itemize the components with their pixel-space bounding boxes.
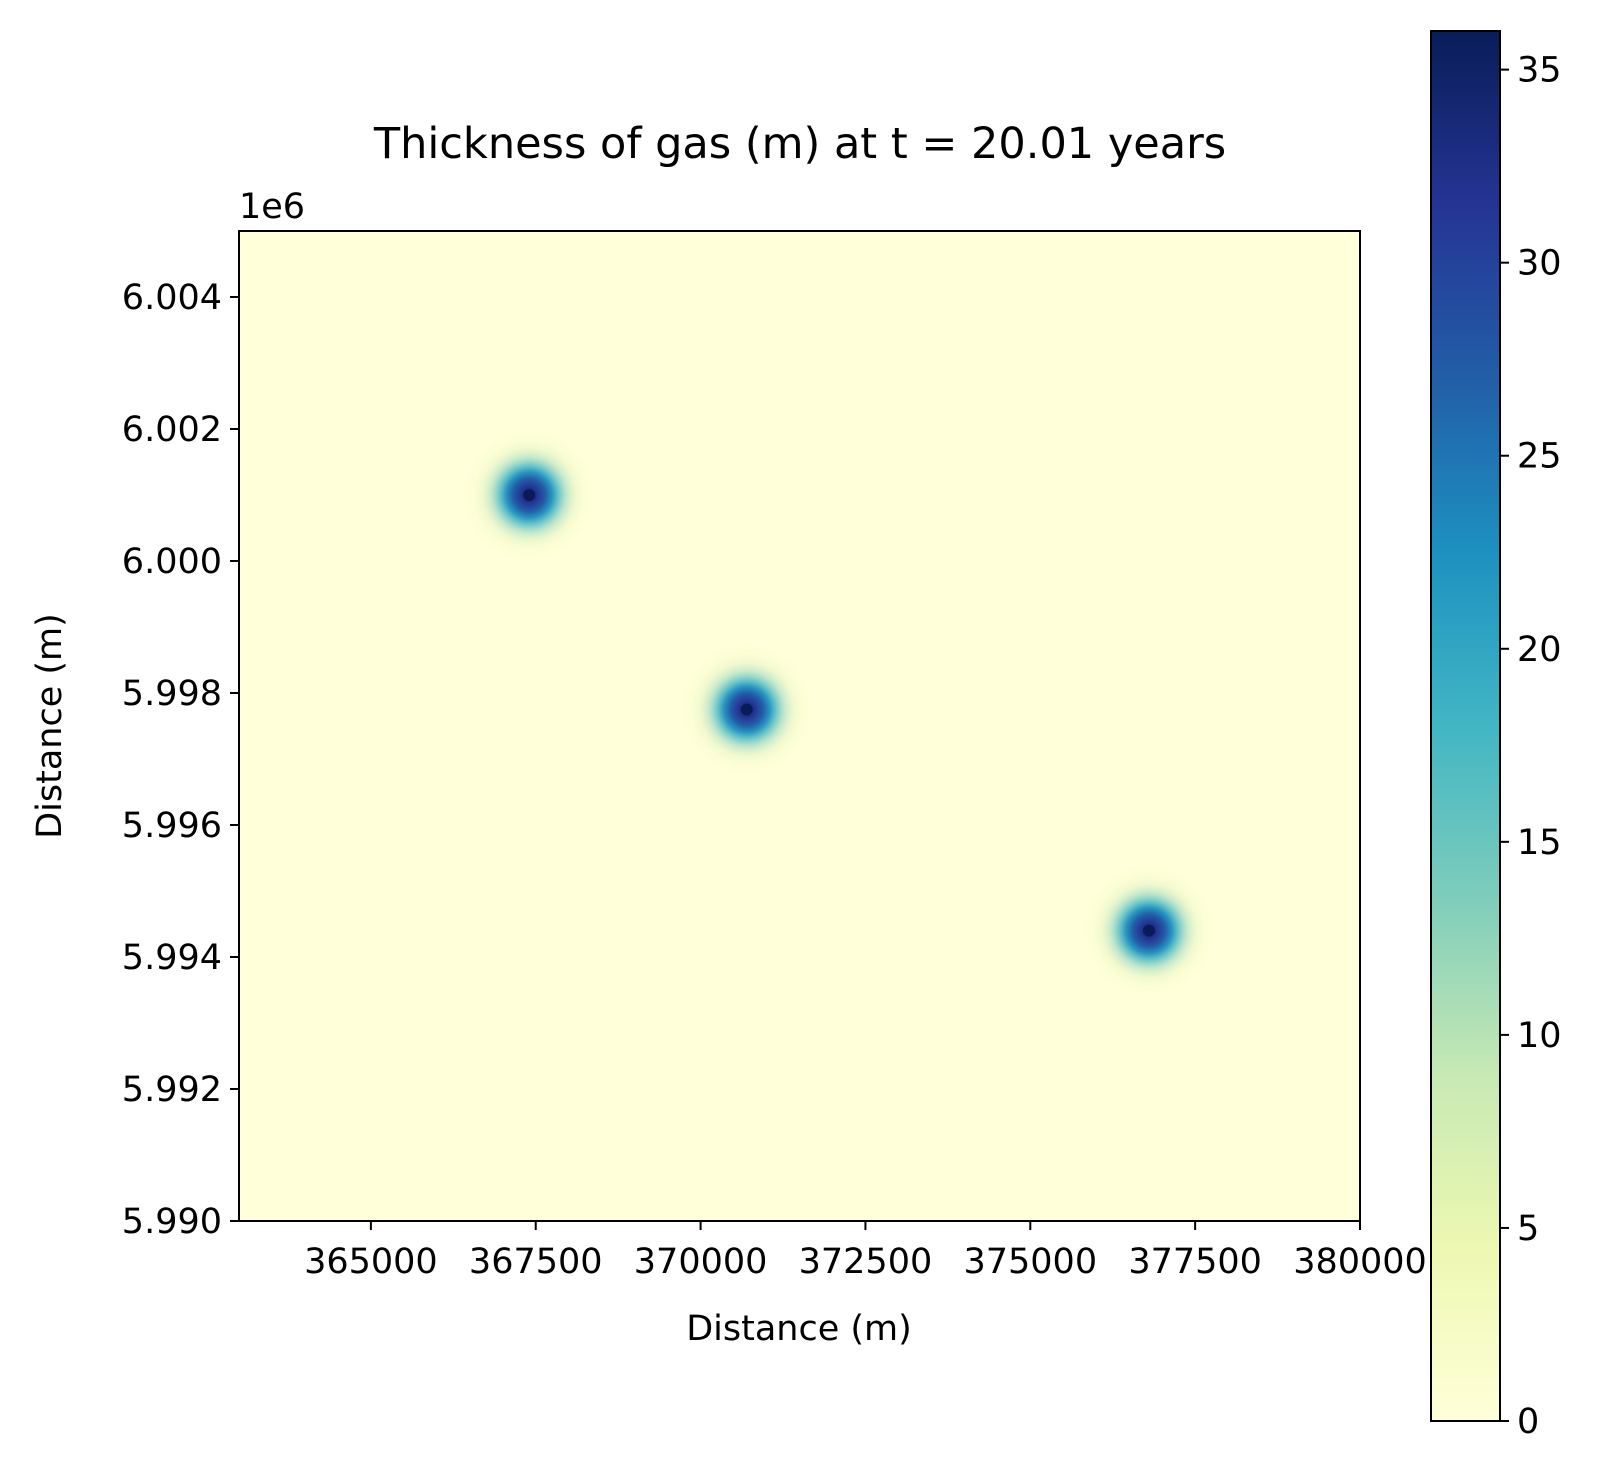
y-tick-label: 5.994 — [122, 938, 222, 978]
y-tick-label: 5.990 — [122, 1202, 222, 1242]
y-tick-label: 6.002 — [122, 410, 222, 450]
y-axis-label: Distance (m) — [30, 613, 70, 839]
plot-frame — [238, 230, 1361, 1222]
colorbar-tick-label: 0 — [1517, 1402, 1539, 1442]
x-tick-label: 377500 — [1128, 1242, 1262, 1282]
x-tick-label: 375000 — [963, 1242, 1097, 1282]
y-tick-label: 5.996 — [122, 806, 222, 846]
colorbar: 0 5 10 15 20 25 30 35 — [1430, 30, 1562, 1442]
colorbar-tick-label: 30 — [1517, 244, 1562, 284]
colorbar-frame — [1430, 30, 1501, 1422]
plume-core-3 — [1142, 924, 1155, 937]
colorbar-tick-label: 20 — [1517, 630, 1562, 670]
colorbar-ticks: 0 5 10 15 20 25 30 35 — [1500, 51, 1562, 1442]
chart-title: Thickness of gas (m) at t = 20.01 years — [373, 119, 1226, 169]
x-tick-label: 380000 — [1293, 1242, 1427, 1282]
colorbar-tick-label: 25 — [1517, 437, 1562, 477]
x-tick-label: 365000 — [304, 1242, 438, 1282]
x-tick-label: 370000 — [634, 1242, 768, 1282]
y-tick-label: 6.004 — [122, 278, 222, 318]
plume-layer — [461, 427, 1217, 999]
colorbar-tick-label: 10 — [1517, 1016, 1562, 1056]
y-tick-label: 6.000 — [122, 542, 222, 582]
y-axis: 5.990 5.992 5.994 5.996 5.998 6.000 6.002 6.004 — [122, 278, 239, 1242]
y-offset-label: 1e6 — [239, 187, 305, 227]
x-axis-label: Distance (m) — [686, 1309, 912, 1349]
x-axis: 365000 367500 370000 372500 375000 377500 3800… — [304, 1221, 1427, 1282]
plume-core-1 — [523, 489, 536, 501]
colorbar-tick-label: 35 — [1517, 51, 1562, 91]
colorbar-gradient — [1431, 31, 1500, 1421]
colorbar-tick-label: 15 — [1517, 823, 1562, 863]
y-tick-label: 5.992 — [122, 1070, 222, 1110]
x-tick-label: 367500 — [469, 1242, 603, 1282]
colorbar-tick-label: 5 — [1517, 1209, 1539, 1249]
plot-area — [238, 230, 1361, 1222]
plume-core-2 — [740, 703, 753, 716]
x-tick-label: 372500 — [799, 1242, 933, 1282]
y-tick-label: 5.998 — [122, 674, 222, 714]
